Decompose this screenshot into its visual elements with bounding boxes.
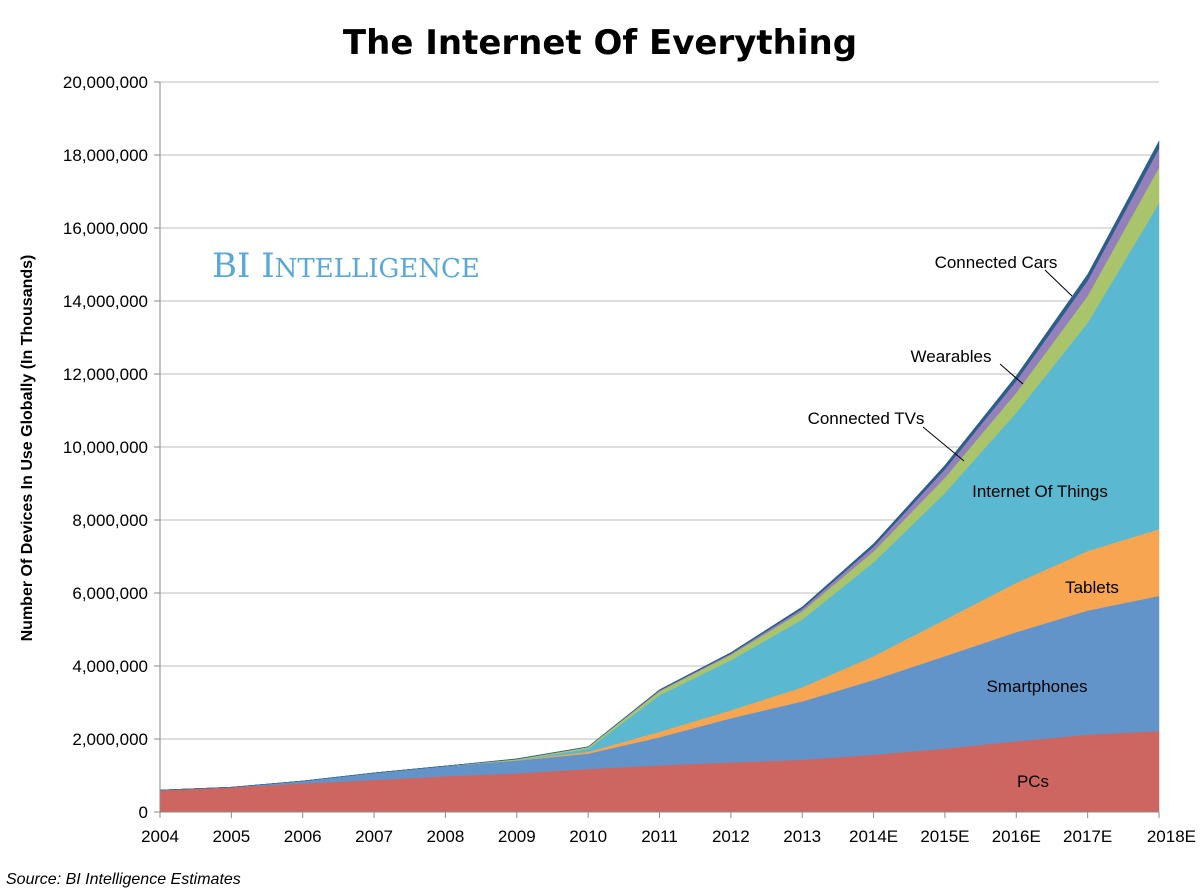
leader-line-wearables (999, 363, 1024, 385)
y-axis-label: Number Of Devices In Use Globally (In Th… (19, 255, 36, 642)
x-tick-label: 2012 (712, 827, 750, 846)
leader-line-connected-cars (1044, 269, 1073, 297)
x-tick-label: 2017E (1063, 827, 1112, 846)
x-tick-label: 2004 (141, 827, 179, 846)
gridlines (160, 81, 1159, 740)
y-tick-label: 2,000,000 (72, 730, 148, 749)
x-tick-label: 2005 (212, 827, 250, 846)
y-tick-labels: 0 2,000,000 4,000,000 6,000,000 8,000,000 10,… (63, 73, 148, 822)
y-tick-label: 8,000,000 (72, 511, 148, 530)
x-tick-label: 2007 (355, 827, 393, 846)
x-tick-label: 2008 (427, 827, 465, 846)
y-tick-label: 4,000,000 (72, 657, 148, 676)
y-tick-label: 6,000,000 (72, 584, 148, 603)
y-tick-label: 18,000,000 (63, 146, 148, 165)
x-tick-labels: 2004 2005 2006 2007 2008 2009 2010 2011 2012 2013… (141, 827, 1196, 846)
series-label-pcs: PCs (1017, 772, 1049, 791)
chart-title: The Internet Of Everything (343, 23, 857, 63)
series-label-tablets: Tablets (1065, 578, 1119, 597)
x-tick-label: 2013 (783, 827, 821, 846)
x-tick-label: 2018E (1147, 827, 1196, 846)
watermark-part-2: NTELLIGENCE (275, 254, 480, 284)
bi-intelligence-watermark: BI INTELLIGENCE (212, 246, 480, 286)
x-tick-label: 2010 (569, 827, 607, 846)
y-tick-label: 0 (139, 803, 148, 822)
series-label-internet-of-things: Internet Of Things (972, 482, 1108, 501)
axes (154, 81, 1160, 818)
y-tick-label: 16,000,000 (63, 219, 148, 238)
series-labels: PCs Smartphones Tablets Internet Of Thin… (808, 253, 1119, 791)
x-tick-label: 2015E (920, 827, 969, 846)
x-tick-label: 2009 (498, 827, 536, 846)
x-tick-label: 2016E (992, 827, 1041, 846)
x-tick-label: 2014E (849, 827, 898, 846)
watermark-part-1: BI I (212, 246, 275, 286)
x-tick-label: 2006 (284, 827, 322, 846)
y-tick-label: 10,000,000 (63, 438, 148, 457)
y-tick-label: 20,000,000 (63, 73, 148, 92)
x-tick-label: 2011 (641, 827, 678, 846)
source-note: Source: BI Intelligence Estimates (6, 871, 241, 888)
y-tick-label: 12,000,000 (63, 365, 148, 384)
y-tick-label: 14,000,000 (63, 292, 148, 311)
area-series (159, 140, 1160, 813)
area-connected-cars (159, 140, 1160, 791)
series-label-wearables: Wearables (911, 347, 992, 366)
series-label-smartphones: Smartphones (986, 677, 1087, 696)
series-label-connected-cars: Connected Cars (935, 253, 1058, 272)
series-label-connected-tvs: Connected TVs (808, 409, 925, 428)
leader-line-connected-tvs (922, 426, 965, 462)
